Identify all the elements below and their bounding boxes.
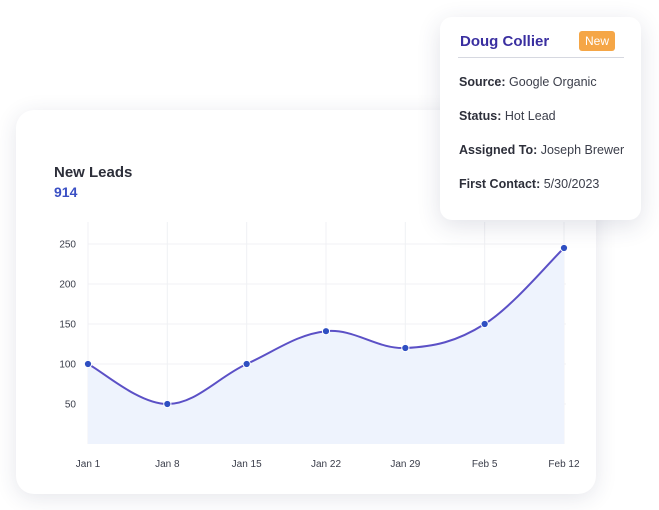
y-tick-label: 100 — [59, 360, 76, 371]
x-tick-label: Feb 12 — [548, 459, 580, 470]
detail-assigned-to: Assigned To: Joseph Brewer — [459, 143, 624, 157]
lead-name[interactable]: Doug Collier — [460, 33, 549, 50]
detail-source: Source: Google Organic — [459, 75, 597, 89]
detail-value: Joseph Brewer — [541, 143, 624, 157]
detail-first-contact: First Contact: 5/30/2023 — [459, 177, 599, 191]
x-tick-label: Jan 8 — [155, 459, 180, 470]
y-tick-label: 250 — [59, 240, 76, 251]
detail-label: Status: — [459, 109, 501, 123]
detail-value: 5/30/2023 — [544, 177, 600, 191]
x-tick-label: Jan 1 — [76, 459, 101, 470]
detail-label: Assigned To: — [459, 143, 537, 157]
detail-label: Source: — [459, 75, 506, 89]
data-point — [481, 320, 488, 327]
data-point — [243, 360, 250, 367]
x-tick-label: Jan 22 — [311, 459, 341, 470]
divider — [458, 57, 624, 58]
status-badge: New — [579, 31, 615, 51]
data-point — [84, 360, 91, 367]
y-tick-label: 200 — [59, 280, 76, 291]
data-point — [164, 400, 171, 407]
data-point — [322, 328, 329, 335]
x-tick-label: Jan 29 — [390, 459, 420, 470]
lead-detail-popup: Doug Collier New Source: Google Organic … — [440, 17, 641, 220]
detail-status: Status: Hot Lead — [459, 109, 556, 123]
detail-value: Google Organic — [509, 75, 597, 89]
x-tick-label: Jan 15 — [232, 459, 262, 470]
y-tick-label: 150 — [59, 320, 76, 331]
detail-label: First Contact: — [459, 177, 540, 191]
x-tick-label: Feb 5 — [472, 459, 498, 470]
detail-value: Hot Lead — [505, 109, 556, 123]
data-point — [560, 244, 567, 251]
y-tick-label: 50 — [65, 400, 77, 411]
data-point — [402, 344, 409, 351]
